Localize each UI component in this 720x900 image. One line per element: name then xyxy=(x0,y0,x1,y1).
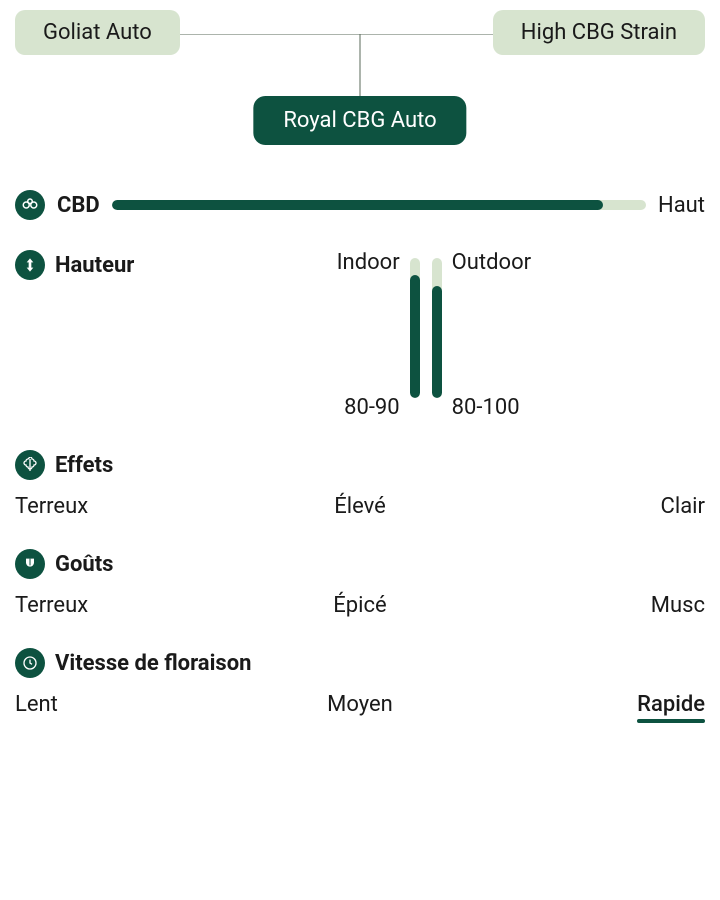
effects-label: Effets xyxy=(55,453,113,478)
brain-icon xyxy=(15,450,45,480)
cbd-value-label: Haut xyxy=(658,193,705,218)
height-indoor-col: Indoor 80-90 xyxy=(410,250,420,420)
cbd-section: CBD Haut xyxy=(15,190,705,220)
genetics-child: Royal CBG Auto xyxy=(253,96,466,145)
clock-icon xyxy=(15,648,45,678)
tongue-icon xyxy=(15,549,45,579)
cbd-label: CBD xyxy=(57,193,100,218)
flowering-label: Vitesse de floraison xyxy=(55,651,251,676)
effects-row: Terreux Élevé Clair xyxy=(15,494,705,519)
effect-item-2: Élevé xyxy=(245,494,475,519)
genetics-parent-left: Goliat Auto xyxy=(15,10,180,55)
height-outdoor-range: 80-100 xyxy=(452,395,520,420)
height-outdoor-bar-track xyxy=(432,258,442,398)
flowering-option-2: Moyen xyxy=(245,692,475,717)
taste-item-1: Terreux xyxy=(15,593,245,618)
height-indoor-bar-track xyxy=(410,258,420,398)
height-label: Hauteur xyxy=(55,253,134,278)
effects-section: Effets Terreux Élevé Clair xyxy=(15,450,705,519)
height-section: Hauteur Indoor 80-90 Outdoor 80-100 xyxy=(15,250,705,420)
height-indoor-range: 80-90 xyxy=(344,395,400,420)
effect-item-1: Terreux xyxy=(15,494,245,519)
effect-item-3: Clair xyxy=(475,494,705,519)
height-indoor-bar-fill xyxy=(410,275,420,398)
tastes-row: Terreux Épicé Musc xyxy=(15,593,705,618)
taste-item-3: Musc xyxy=(475,593,705,618)
cbd-bar-fill xyxy=(112,200,604,210)
height-outdoor-bar-fill xyxy=(432,286,442,398)
height-indoor-label: Indoor xyxy=(337,250,400,275)
cbd-bar-track xyxy=(112,200,646,210)
tastes-section: Goûts Terreux Épicé Musc xyxy=(15,549,705,618)
height-outdoor-col: Outdoor 80-100 xyxy=(432,250,442,420)
genetics-parent-right: High CBG Strain xyxy=(493,10,705,55)
height-outdoor-label: Outdoor xyxy=(452,250,531,275)
flowering-row: Lent Moyen Rapide xyxy=(15,692,705,717)
tastes-label: Goûts xyxy=(55,552,113,577)
flowering-option-3: Rapide xyxy=(475,692,705,717)
molecule-icon xyxy=(15,190,45,220)
flowering-option-1: Lent xyxy=(15,692,245,717)
height-icon xyxy=(15,250,45,280)
genetics-tree: Goliat Auto High CBG Strain Royal CBG Au… xyxy=(15,10,705,150)
taste-item-2: Épicé xyxy=(245,593,475,618)
flowering-section: Vitesse de floraison Lent Moyen Rapide xyxy=(15,648,705,717)
